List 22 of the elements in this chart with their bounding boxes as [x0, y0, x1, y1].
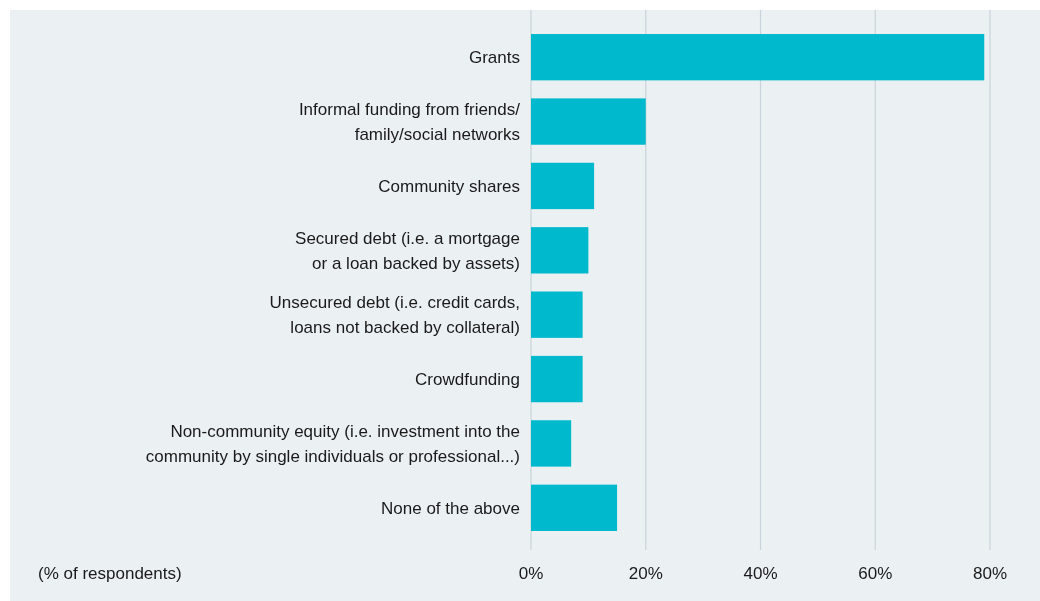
- y-tick-label: Unsecured debt (i.e. credit cards, loans not backed by collateral): [269, 293, 520, 338]
- bar: [531, 34, 985, 81]
- bar: [531, 291, 583, 338]
- y-tick-label: Informal funding from friends/ family/social networks: [298, 100, 521, 145]
- x-tick-label: 0%: [518, 564, 544, 583]
- x-tick-label: 60%: [858, 564, 893, 583]
- bar: [531, 484, 618, 531]
- y-tick-label: Community shares: [378, 176, 520, 196]
- bar: [531, 355, 583, 403]
- x-axis-title: (% of respondents): [38, 564, 182, 583]
- x-tick-label: 20%: [628, 564, 663, 583]
- y-tick-label: Non-community equity (i.e. investment into the community by single individuals or professional...): [145, 421, 520, 466]
- bar: [531, 98, 646, 145]
- x-tick-label: 80%: [972, 564, 1008, 583]
- bar: [531, 420, 572, 467]
- x-tick-label: 40%: [743, 564, 778, 583]
- y-tick-label: Grants: [468, 48, 520, 68]
- bar: [531, 227, 589, 274]
- y-tick-label: Secured debt (i.e. a mortgage or a loan backed by assets): [295, 228, 520, 273]
- bar: [531, 162, 595, 210]
- y-tick-label: None of the above: [381, 498, 520, 518]
- y-tick-label: Crowdfunding: [415, 370, 520, 390]
